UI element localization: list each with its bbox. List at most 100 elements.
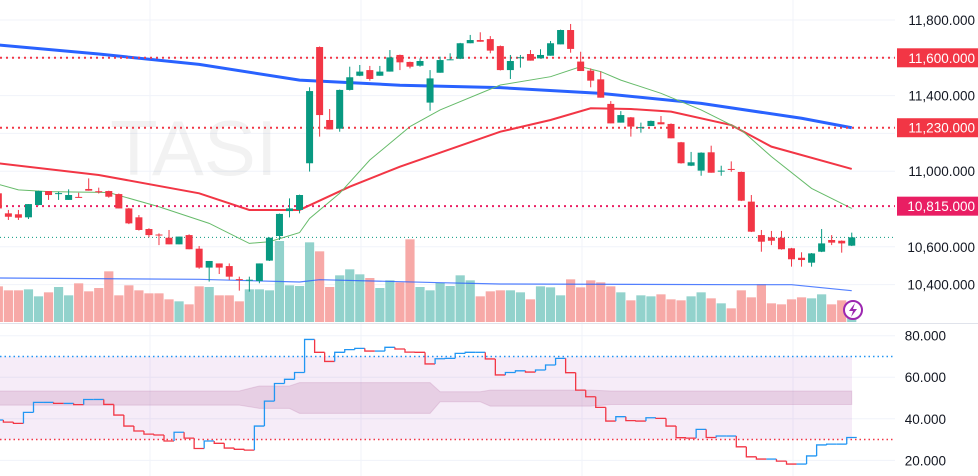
rsi-segment — [113, 404, 124, 416]
rsi-segment — [745, 446, 757, 458]
volume-bar — [415, 287, 425, 322]
candle — [75, 192, 83, 198]
price-levels[interactable] — [0, 56, 895, 238]
volume-bar — [505, 290, 515, 322]
volume-bar — [405, 239, 415, 322]
candle — [818, 229, 826, 253]
price-tick-label: 11,000.000 — [908, 164, 975, 179]
volume-bar — [144, 293, 154, 322]
rsi-segment — [233, 448, 245, 450]
rsi-segment — [12, 422, 24, 424]
candle — [506, 54, 514, 79]
candle — [697, 152, 705, 176]
volume-bar — [606, 286, 616, 322]
volume-bar — [0, 286, 3, 322]
rsi-segment — [253, 425, 265, 451]
candle — [798, 252, 806, 267]
rsi-segment — [2, 420, 14, 423]
rsi-segment — [524, 370, 536, 373]
candle-body — [838, 240, 846, 244]
rsi-segment — [494, 358, 506, 376]
rsi-segment — [595, 396, 606, 409]
candle-body — [777, 237, 785, 250]
candle-body — [65, 195, 73, 200]
candles — [0, 23, 856, 292]
candle-body — [245, 279, 253, 281]
volume-bar — [84, 291, 94, 322]
candle — [175, 236, 183, 245]
candle-body — [747, 201, 755, 232]
candle-body — [356, 71, 364, 76]
candle-body — [737, 171, 745, 201]
rsi-segment — [364, 348, 375, 352]
volume-bar — [385, 280, 395, 322]
volume-bar — [244, 289, 254, 322]
rsi-segment — [454, 352, 466, 359]
candle — [376, 65, 384, 76]
rsi-segment — [22, 411, 34, 424]
rsi-segment — [163, 434, 175, 442]
rsi-segment — [334, 351, 345, 362]
candle-body — [446, 59, 454, 61]
candle — [366, 65, 374, 81]
price-axis[interactable]: 11,800.000 11,400.000 11,000.000 10,600.000… — [897, 13, 978, 468]
candle-body — [436, 60, 444, 73]
candle — [667, 123, 675, 139]
candle-body — [135, 217, 143, 230]
candle-body — [306, 91, 314, 164]
rsi-segment — [805, 455, 817, 465]
candle — [326, 109, 334, 130]
rsi-segment — [344, 348, 355, 353]
volume-bar — [254, 289, 264, 322]
candle — [245, 276, 253, 292]
candle-body — [165, 237, 173, 245]
candle — [717, 165, 725, 176]
candle — [296, 194, 304, 214]
candle-body — [818, 243, 826, 252]
rsi-segment — [143, 431, 154, 435]
candle-body — [215, 263, 223, 268]
volume-bar — [304, 242, 315, 322]
volume-bar — [375, 288, 385, 322]
candle-body — [627, 117, 635, 127]
candle-body — [848, 237, 856, 246]
volume-bar — [656, 294, 666, 322]
candle — [85, 178, 93, 191]
candle — [316, 46, 324, 137]
rsi-segment — [183, 432, 195, 439]
lightning-icon[interactable] — [843, 300, 863, 320]
volume-bar — [23, 289, 34, 322]
candle — [757, 229, 765, 252]
volume-bar — [485, 291, 495, 322]
candle-body — [95, 191, 103, 193]
candle — [205, 260, 213, 282]
rsi-tick-label: 80.000 — [905, 329, 946, 344]
ma-mid-line — [0, 107, 853, 211]
candle-body — [366, 70, 374, 79]
volume-bar — [646, 296, 656, 322]
volume-bar — [716, 303, 726, 322]
volume-bar — [445, 286, 455, 322]
candle — [396, 54, 404, 71]
candle-body — [617, 115, 625, 123]
candle-body — [577, 61, 585, 72]
candle-body — [185, 235, 193, 250]
rsi-segment — [354, 347, 365, 350]
volume-bar — [626, 300, 636, 322]
rsi-segment — [464, 351, 476, 354]
volume-bar — [194, 286, 204, 322]
candle — [45, 191, 53, 200]
volume-bar — [475, 296, 485, 322]
rsi-segment — [775, 459, 787, 462]
rsi-segment — [173, 431, 185, 442]
candle — [14, 209, 22, 220]
candle — [195, 246, 203, 269]
candle-body — [195, 248, 203, 268]
volume-bar — [154, 293, 164, 322]
candle-body — [416, 61, 424, 66]
candle — [65, 189, 73, 200]
volume-bar — [355, 274, 365, 322]
volume-bar — [676, 300, 686, 322]
